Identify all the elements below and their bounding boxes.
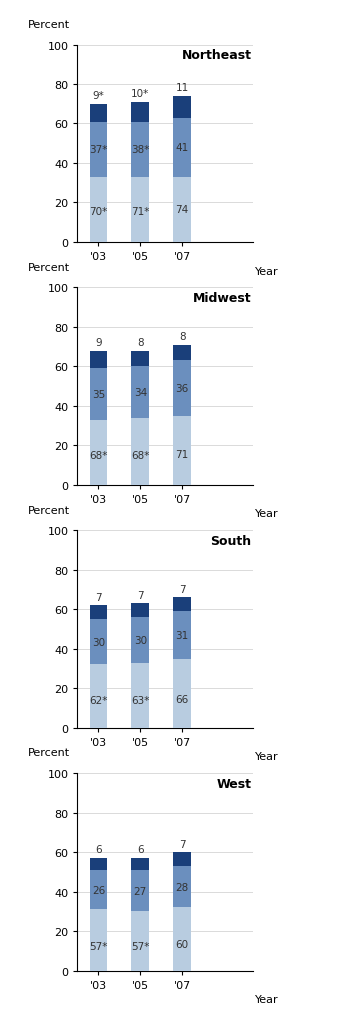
- Text: 68*: 68*: [89, 451, 108, 460]
- Bar: [132, 103, 149, 122]
- Text: 57*: 57*: [89, 940, 108, 950]
- Text: 8: 8: [137, 338, 144, 348]
- Bar: [132, 351, 149, 367]
- Text: 6: 6: [137, 844, 144, 854]
- Bar: [90, 910, 107, 971]
- Bar: [174, 178, 191, 243]
- Bar: [132, 870, 149, 912]
- Text: Year: Year: [255, 266, 279, 276]
- Bar: [174, 612, 191, 659]
- Bar: [90, 351, 107, 369]
- Text: Percent: Percent: [28, 748, 70, 757]
- Bar: [90, 870, 107, 910]
- Text: 38*: 38*: [131, 145, 150, 155]
- Bar: [174, 598, 191, 612]
- Text: Year: Year: [255, 509, 279, 519]
- Text: Percent: Percent: [28, 506, 70, 515]
- Text: 6: 6: [95, 844, 102, 854]
- Text: Year: Year: [255, 994, 279, 1004]
- Text: Percent: Percent: [28, 263, 70, 272]
- Bar: [90, 369, 107, 421]
- Bar: [174, 852, 191, 866]
- Text: 71: 71: [176, 449, 189, 459]
- Bar: [90, 858, 107, 870]
- Bar: [132, 419, 149, 485]
- Bar: [90, 665, 107, 728]
- Text: 7: 7: [95, 592, 102, 603]
- Text: 7: 7: [179, 584, 186, 594]
- Bar: [132, 604, 149, 618]
- Bar: [90, 421, 107, 485]
- Bar: [174, 417, 191, 485]
- Text: Percent: Percent: [28, 20, 70, 29]
- Text: Northeast: Northeast: [182, 50, 252, 63]
- Bar: [90, 178, 107, 243]
- Text: 63*: 63*: [131, 696, 150, 706]
- Text: 41: 41: [176, 143, 189, 153]
- Text: 28: 28: [176, 882, 189, 892]
- Bar: [132, 618, 149, 663]
- Text: 68*: 68*: [131, 451, 150, 460]
- Text: 26: 26: [92, 885, 105, 895]
- Bar: [90, 104, 107, 122]
- Text: 7: 7: [137, 590, 144, 601]
- Text: West: West: [217, 777, 252, 791]
- Bar: [174, 908, 191, 971]
- Text: 60: 60: [176, 939, 189, 949]
- Text: Midwest: Midwest: [193, 292, 252, 305]
- Bar: [132, 912, 149, 971]
- Bar: [132, 858, 149, 870]
- Text: 71*: 71*: [131, 206, 150, 216]
- Text: South: South: [210, 535, 252, 548]
- Bar: [174, 659, 191, 728]
- Text: 7: 7: [179, 839, 186, 848]
- Bar: [174, 97, 191, 118]
- Bar: [174, 346, 191, 361]
- Text: 30: 30: [92, 637, 105, 647]
- Text: 9*: 9*: [93, 91, 104, 101]
- Bar: [132, 367, 149, 419]
- Text: 62*: 62*: [89, 696, 108, 706]
- Bar: [90, 606, 107, 620]
- Text: 35: 35: [92, 389, 105, 399]
- Text: Year: Year: [255, 751, 279, 761]
- Bar: [90, 620, 107, 665]
- Text: 70*: 70*: [89, 207, 107, 217]
- Bar: [132, 663, 149, 728]
- Bar: [174, 118, 191, 178]
- Bar: [90, 122, 107, 178]
- Text: 34: 34: [134, 387, 147, 397]
- Bar: [174, 361, 191, 417]
- Text: 37*: 37*: [89, 145, 108, 155]
- Text: 66: 66: [176, 694, 189, 704]
- Bar: [132, 122, 149, 178]
- Bar: [132, 178, 149, 243]
- Bar: [174, 866, 191, 908]
- Text: 27: 27: [134, 886, 147, 896]
- Text: 30: 30: [134, 635, 147, 645]
- Text: 57*: 57*: [131, 940, 150, 950]
- Text: 31: 31: [176, 630, 189, 640]
- Text: 8: 8: [179, 332, 186, 342]
- Text: 36: 36: [176, 384, 189, 393]
- Text: 10*: 10*: [131, 89, 149, 99]
- Text: 9: 9: [95, 338, 102, 348]
- Text: 74: 74: [176, 205, 189, 215]
- Text: 11: 11: [176, 83, 189, 93]
